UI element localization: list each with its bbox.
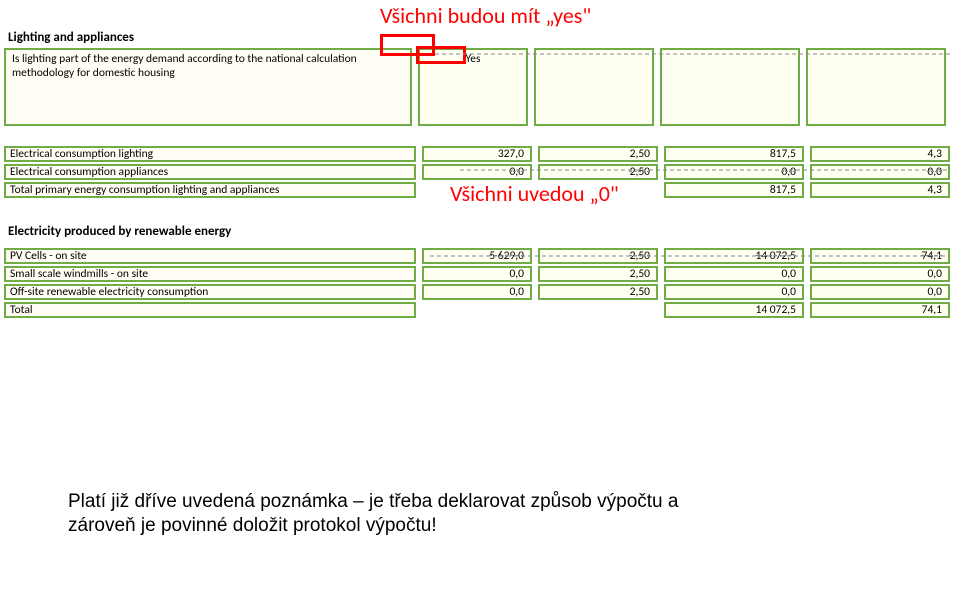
row-label: PV Cells - on site [4, 248, 416, 264]
footer-note-line1: Platí již dříve uvedená poznámka – je tř… [68, 490, 898, 514]
row-val-2: 2,50 [538, 266, 658, 282]
row-val-4: 4,3 [810, 182, 950, 198]
section-renewable-header: Electricity produced by renewable energy [4, 222, 231, 243]
row-val-4: 4,3 [810, 146, 950, 162]
row-val-1: 0,0 [422, 266, 532, 282]
row-val-3: 14 072,5 [664, 248, 804, 264]
row-pv-cells: PV Cells - on site 5 629,0 2,50 14 072,5… [4, 248, 956, 264]
row-label: Small scale windmills - on site [4, 266, 416, 282]
section-lighting-header: Lighting and appliances [4, 28, 134, 49]
empty-cell-c4 [806, 48, 946, 126]
row-val-3: 0,0 [664, 266, 804, 282]
row-offsite: Off-site renewable electricity consumpti… [4, 284, 956, 300]
row-elec-appliances: Electrical consumption appliances 0,0 2,… [4, 164, 956, 180]
row-label: Total primary energy consumption lightin… [4, 182, 416, 198]
row-label: Electrical consumption lighting [4, 146, 416, 162]
row-label: Off-site renewable electricity consumpti… [4, 284, 416, 300]
row-val-4: 0,0 [810, 284, 950, 300]
footer-note: Platí již dříve uvedená poznámka – je tř… [68, 490, 898, 538]
row-val-1 [422, 302, 532, 318]
row-val-3: 0,0 [664, 164, 804, 180]
row-label: Electrical consumption appliances [4, 164, 416, 180]
empty-cell-c2 [534, 48, 654, 126]
annotation-all-enter-zero: Všichni uvedou „0" [450, 180, 619, 207]
row-val-2: 2,50 [538, 284, 658, 300]
row-val-1: 327,0 [422, 146, 532, 162]
row-label: Total [4, 302, 416, 318]
row-val-1: 5 629,0 [422, 248, 532, 264]
question-lighting-methodology: Is lighting part of the energy demand ac… [4, 48, 412, 126]
empty-cell-c3 [660, 48, 800, 126]
row-val-4: 0,0 [810, 164, 950, 180]
footer-note-line2: zároveň je povinné doložit protokol výpo… [68, 514, 898, 538]
row-val-3: 14 072,5 [664, 302, 804, 318]
headline-all-yes: Všichni budou mít „yes" [380, 2, 591, 29]
row-renew-total: Total 14 072,5 74,1 [4, 302, 956, 318]
row-elec-lighting: Electrical consumption lighting 327,0 2,… [4, 146, 956, 162]
row-val-2: 2,50 [538, 146, 658, 162]
row-val-3: 817,5 [664, 182, 804, 198]
row-val-3: 817,5 [664, 146, 804, 162]
red-highlight-inner [416, 46, 466, 64]
row-val-4: 0,0 [810, 266, 950, 282]
row-val-4: 74,1 [810, 302, 950, 318]
row-val-2: 2,50 [538, 164, 658, 180]
row-val-1: 0,0 [422, 284, 532, 300]
row-windmills: Small scale windmills - on site 0,0 2,50… [4, 266, 956, 282]
row-val-4: 74,1 [810, 248, 950, 264]
row-val-2 [538, 302, 658, 318]
row-val-1: 0,0 [422, 164, 532, 180]
row-val-2: 2,50 [538, 248, 658, 264]
row-val-3: 0,0 [664, 284, 804, 300]
